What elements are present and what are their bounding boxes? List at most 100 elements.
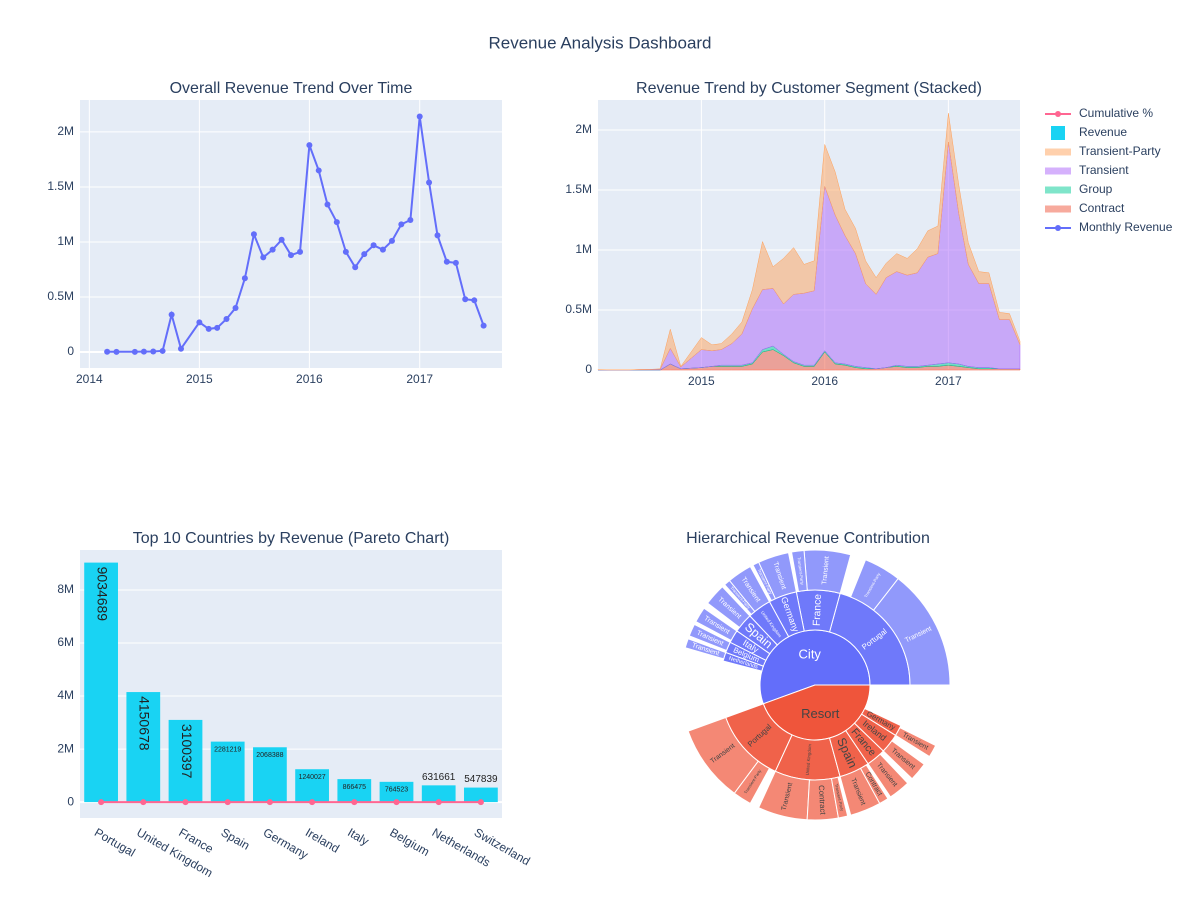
- sunburst-label: France: [812, 594, 824, 627]
- point: [196, 319, 203, 326]
- sunburst-slice: [882, 740, 925, 780]
- point: [297, 248, 304, 255]
- y-tick-label: 0: [585, 362, 592, 376]
- value-label: 547839: [464, 774, 498, 785]
- point: [393, 799, 400, 806]
- x-tick-label: 2016: [811, 374, 838, 388]
- legend-label: Transient: [1079, 163, 1129, 177]
- sunburst-slice: [688, 623, 731, 652]
- sunburst-label: City: [799, 647, 822, 662]
- point: [159, 347, 166, 354]
- value-label: 631661: [422, 772, 456, 783]
- point: [260, 254, 267, 261]
- sunburst-slice: [859, 764, 889, 805]
- sunburst-slice: [706, 586, 751, 629]
- point: [214, 324, 221, 331]
- sunburst-label: Transient-Party: [834, 783, 845, 812]
- bar: [295, 769, 329, 803]
- value-label: 764523: [385, 787, 408, 794]
- point: [131, 348, 138, 355]
- y-tick-label: 2M: [57, 124, 74, 138]
- sunburst-slice: [723, 579, 756, 616]
- x-tick-label: 2014: [76, 372, 103, 386]
- chart-title: Top 10 Countries by Revenue (Pareto Char…: [133, 530, 450, 547]
- point: [104, 348, 111, 355]
- sunburst-label: Transient: [821, 556, 831, 585]
- point: [266, 799, 273, 806]
- bar: [168, 719, 203, 803]
- sunburst-slice: [695, 607, 738, 642]
- y-tick-label: 1M: [575, 242, 592, 256]
- sunburst-slice: [894, 726, 937, 758]
- y-tick-label: 8M: [57, 582, 74, 596]
- point: [98, 799, 105, 806]
- bar: [464, 787, 498, 803]
- legend-label: Monthly Revenue: [1079, 220, 1173, 234]
- y-tick-label: 0: [67, 794, 74, 808]
- point: [324, 201, 331, 208]
- point: [223, 316, 230, 323]
- value-label: 2068388: [256, 752, 283, 759]
- x-tick-label: 2017: [935, 374, 962, 388]
- point: [351, 799, 358, 806]
- point: [398, 221, 405, 228]
- y-tick-label: 0.5M: [47, 289, 74, 303]
- point: [140, 348, 147, 355]
- x-tick-label: 2015: [186, 372, 213, 386]
- point: [182, 799, 189, 806]
- bar: [379, 781, 414, 803]
- legend-swatch: [1055, 111, 1061, 117]
- bar: [253, 747, 287, 803]
- legend-label: Transient-Party: [1079, 144, 1161, 158]
- y-tick-label: 1.5M: [47, 179, 74, 193]
- value-label: 9034689: [94, 567, 110, 622]
- value-label: 866475: [343, 784, 366, 791]
- dashboard-title: Revenue Analysis Dashboard: [488, 33, 711, 52]
- point: [224, 799, 231, 806]
- sunburst-slice: [684, 638, 727, 660]
- point: [250, 231, 257, 238]
- sunburst-slice: [733, 760, 771, 805]
- sunburst-slice: [790, 549, 808, 593]
- legend-label: Contract: [1079, 201, 1125, 215]
- legend-swatch: [1051, 126, 1065, 140]
- legend-label: Cumulative %: [1079, 106, 1153, 120]
- point: [150, 348, 157, 355]
- y-tick-label: 6M: [57, 635, 74, 649]
- y-tick-label: 1.5M: [565, 182, 592, 196]
- point: [434, 232, 441, 239]
- y-tick-label: 0.5M: [565, 302, 592, 316]
- chart-title: Hierarchical Revenue Contribution: [686, 530, 930, 547]
- point: [471, 297, 478, 304]
- legend-label: Group: [1079, 182, 1113, 196]
- area: [597, 113, 1021, 371]
- y-tick-label: 4M: [57, 688, 74, 702]
- sunburst-slice: [849, 559, 899, 611]
- y-tick-label: 2M: [57, 741, 74, 755]
- point: [168, 311, 175, 318]
- bar: [210, 741, 245, 803]
- point: [315, 167, 322, 174]
- value-label: 1240027: [298, 774, 325, 781]
- point: [426, 179, 433, 186]
- point: [113, 348, 120, 355]
- point: [342, 248, 349, 255]
- point: [462, 296, 469, 303]
- point: [407, 216, 414, 223]
- point: [177, 345, 184, 352]
- y-tick-label: 1M: [57, 234, 74, 248]
- value-label: 3100397: [179, 724, 195, 779]
- point: [388, 237, 395, 244]
- sunburst-slice: [752, 561, 777, 602]
- y-tick-label: 2M: [575, 122, 592, 136]
- value-label: 4150678: [137, 696, 153, 751]
- point: [333, 219, 340, 226]
- legend-label: Revenue: [1079, 125, 1127, 139]
- value-label: 2281219: [214, 746, 241, 753]
- point: [269, 246, 276, 253]
- bar: [84, 562, 118, 803]
- point: [278, 236, 285, 243]
- point: [443, 258, 450, 265]
- y-tick-label: 0: [67, 344, 74, 358]
- point: [452, 259, 459, 266]
